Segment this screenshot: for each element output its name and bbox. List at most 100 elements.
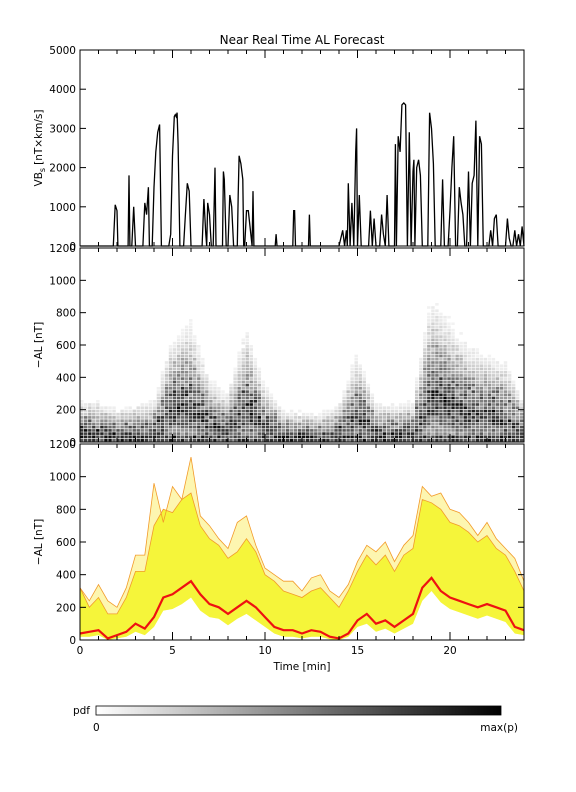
- pdf-cell: [176, 354, 181, 358]
- pdf-cell: [398, 416, 403, 419]
- pdf-cell: [241, 419, 245, 423]
- pdf-cell: [273, 419, 278, 423]
- pdf-cell: [463, 357, 467, 361]
- pdf-cell: [475, 367, 480, 371]
- pdf-cell: [419, 380, 423, 384]
- pdf-cell: [451, 393, 455, 397]
- pdf-cell: [249, 393, 253, 397]
- pdf-cell: [435, 396, 439, 400]
- pdf-cell: [511, 409, 516, 413]
- pdf-cell: [249, 351, 253, 355]
- pdf-cell: [354, 383, 358, 387]
- pdf-cell: [180, 396, 185, 400]
- upper-band-edge: [79, 492, 525, 615]
- pdf-cell: [467, 361, 471, 364]
- pdf-cell: [229, 400, 233, 403]
- pdf-cell: [265, 412, 270, 416]
- pdf-cell: [233, 400, 237, 403]
- pdf-cell: [273, 435, 278, 439]
- pdf-cell: [435, 390, 439, 393]
- pdf-cell: [511, 396, 516, 400]
- pdf-cell: [233, 419, 237, 423]
- pdf-cell: [515, 409, 520, 413]
- pdf-cell: [423, 432, 427, 435]
- pdf-cell: [491, 425, 496, 429]
- pdf-cell: [520, 416, 524, 419]
- pdf-cell: [491, 387, 496, 390]
- pdf-cell: [515, 393, 520, 397]
- pdf-cell: [193, 335, 197, 338]
- pdf-cell: [394, 406, 399, 410]
- pdf-cell: [475, 400, 480, 403]
- pdf-cell: [241, 416, 245, 419]
- pdf-cell: [475, 370, 480, 374]
- pdf-cell: [358, 387, 362, 390]
- pdf-cell: [128, 425, 132, 429]
- pdf-cell: [237, 387, 241, 390]
- pdf-cell: [520, 435, 524, 439]
- pdf-cell: [233, 435, 237, 439]
- pdf-cell: [503, 412, 508, 416]
- pdf-cell: [168, 400, 173, 403]
- pdf-cell: [451, 390, 455, 393]
- pdf-cell: [455, 403, 459, 406]
- pdf-cell: [451, 416, 455, 419]
- pdf-cell: [491, 416, 496, 419]
- pdf-cell: [443, 435, 447, 439]
- pdf-cell: [213, 419, 217, 423]
- pdf-cell: [193, 370, 197, 374]
- pdf-cell: [427, 425, 431, 429]
- pdf-cell: [415, 416, 419, 419]
- pdf-cell: [479, 383, 484, 387]
- pdf-cell: [269, 425, 274, 429]
- pdf-cell: [269, 409, 274, 413]
- pdf-cell: [189, 338, 193, 342]
- pdf-cell: [277, 429, 282, 432]
- pdf-cell: [330, 419, 334, 423]
- pdf-cell: [471, 364, 475, 368]
- pdf-cell: [180, 412, 185, 416]
- pdf-cell: [463, 419, 467, 423]
- pdf-cell: [507, 400, 512, 403]
- pdf-cell: [520, 432, 524, 435]
- pdf-cell: [237, 357, 241, 361]
- pdf-cell: [471, 406, 475, 410]
- pdf-cell: [265, 396, 270, 400]
- pdf-cell: [511, 400, 516, 403]
- pdf-cell: [136, 409, 140, 413]
- pdf-cell: [164, 380, 169, 384]
- pdf-cell: [447, 345, 451, 348]
- pdf-cell: [443, 345, 447, 348]
- pdf-cell: [338, 416, 342, 419]
- pdf-cell: [443, 432, 447, 435]
- pdf-cell: [427, 393, 431, 397]
- pdf-cell: [370, 396, 375, 400]
- pdf-cell: [84, 412, 88, 416]
- pdf-cell: [241, 374, 245, 377]
- pdf-cell: [273, 425, 278, 429]
- pdf-cell: [423, 403, 427, 406]
- pdf-cell: [459, 425, 463, 429]
- pdf-cell: [261, 383, 266, 387]
- pdf-cell: [394, 419, 399, 423]
- pdf-cell: [515, 422, 520, 426]
- pdf-cell: [358, 429, 362, 432]
- pdf-cell: [378, 416, 383, 419]
- pdf-cell: [184, 341, 189, 345]
- pdf-cell: [160, 377, 165, 380]
- pdf-cell: [124, 438, 128, 442]
- pdf-cell: [334, 406, 338, 410]
- pdf-cell: [406, 419, 411, 423]
- pdf-cell: [180, 341, 185, 345]
- pdf-cell: [370, 412, 375, 416]
- pdf-cell: [431, 354, 435, 358]
- pdf-cell: [338, 409, 342, 413]
- pdf-cell: [261, 438, 266, 442]
- pdf-cell: [306, 416, 310, 419]
- pdf-cell: [172, 429, 177, 432]
- pdf-cell: [189, 328, 193, 332]
- pdf-cell: [253, 396, 258, 400]
- pdf-cell: [511, 383, 516, 387]
- pdf-cell: [330, 416, 334, 419]
- pdf-cell: [423, 351, 427, 355]
